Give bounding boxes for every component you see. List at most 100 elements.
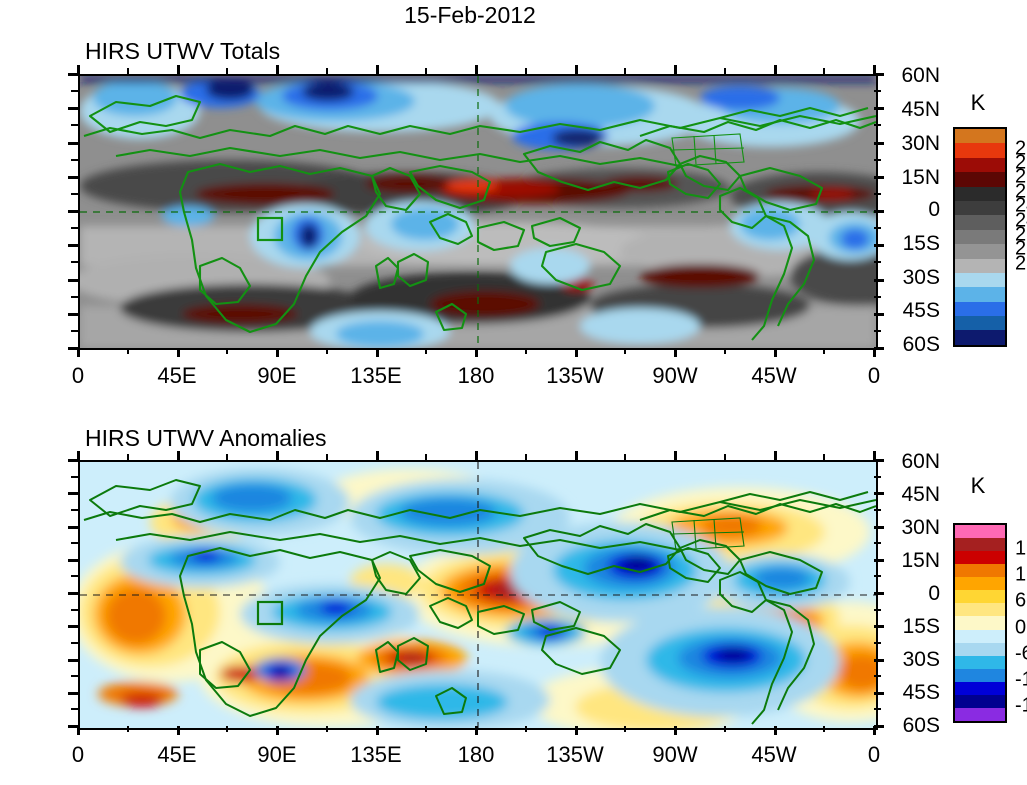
axis-tick [874, 459, 884, 462]
xtick-label: 90E [257, 742, 297, 767]
axis-tick [874, 725, 884, 728]
colorbar-band [955, 200, 1005, 216]
axis-tick [68, 210, 78, 213]
axis-tick [77, 726, 80, 735]
axis-tick [176, 348, 180, 357]
xtick-label: 90W [652, 363, 698, 388]
axis-tick [68, 592, 78, 595]
colorbar-band [955, 603, 1005, 617]
colorbar-tick-label: 254 [1015, 165, 1027, 188]
ytick-label: 15S [902, 615, 940, 638]
colorbar-band [955, 681, 1005, 695]
axis-tick [276, 451, 279, 460]
xtick-label: 135E [350, 742, 402, 767]
axis-tick [68, 347, 78, 350]
axis-tick [71, 329, 78, 332]
colorbar-tick-label: 12 [1015, 563, 1027, 586]
colorbar-tick-label: 242 [1015, 209, 1027, 232]
colorbar-band [955, 525, 1005, 539]
axis-tick [874, 641, 881, 644]
axis-tick [574, 348, 578, 357]
axis-tick [574, 451, 578, 460]
axis-tick [624, 348, 627, 354]
axis-tick [723, 726, 726, 732]
colorbar-unit-anomalies: K [970, 473, 986, 498]
axis-tick [77, 65, 80, 74]
colorbar-tick-label: 258 [1015, 151, 1027, 174]
colorbar-band [955, 143, 1005, 158]
xtick-label: 0 [71, 363, 85, 388]
axis-tick [874, 592, 884, 595]
axis-tick [874, 675, 881, 678]
colorbar-unit-totals: K [970, 90, 986, 115]
axis-tick [874, 141, 884, 145]
colorbar-tick-label: 18 [1015, 537, 1027, 560]
xtick-label: 135W [546, 363, 604, 388]
xtick-label: 135E [350, 363, 402, 388]
colorbar-band [955, 655, 1005, 669]
axis-tick [425, 68, 428, 74]
colorbar-tick-label: 230 [1015, 252, 1027, 275]
axis-tick [773, 451, 777, 460]
axis-tick [723, 348, 726, 354]
axis-tick [874, 625, 884, 629]
axis-tick [475, 348, 478, 357]
colorbar-band [955, 538, 1005, 552]
colorbar-tick-label: 238 [1015, 223, 1027, 246]
axis-tick [874, 347, 884, 350]
xtick-label: 180 [457, 742, 495, 767]
xtick-label: 45W [751, 363, 797, 388]
colorbar-band [955, 287, 1005, 302]
axis-tick [276, 348, 279, 357]
ytick-label: 15N [901, 166, 940, 189]
xtick-label: 90W [652, 742, 698, 767]
axis-tick [874, 210, 884, 213]
axis-tick [71, 227, 78, 230]
ytick-label: 45N [901, 483, 940, 506]
map-anomalies [78, 460, 878, 730]
colorbar-band [955, 215, 1005, 230]
axis-tick [176, 451, 180, 460]
axis-tick [874, 312, 884, 316]
colorbar-band [955, 551, 1005, 565]
colorbar-tick-label: 246 [1015, 194, 1027, 217]
axis-tick [71, 542, 78, 545]
axis-tick [475, 726, 478, 735]
coastlines-anomalies [83, 479, 876, 725]
axis-tick [723, 454, 726, 460]
ytick-label: 0 [928, 582, 940, 605]
colorbar-band [955, 186, 1005, 201]
axis-tick [68, 725, 78, 728]
axis-tick [873, 348, 876, 357]
axis-tick [68, 244, 78, 248]
ytick-label: 60N [901, 64, 940, 87]
colorbar-tick-label: 250 [1015, 180, 1027, 203]
axis-tick [874, 90, 881, 93]
map-totals [78, 74, 878, 350]
axis-tick [874, 525, 884, 529]
axis-tick [475, 451, 478, 460]
axis-tick [226, 348, 229, 354]
axis-tick [68, 175, 78, 179]
axis-tick [823, 68, 826, 74]
ytick-label: 30N [901, 132, 940, 155]
us-state-boundaries-anomalies [671, 517, 745, 551]
axis-tick [68, 73, 78, 76]
axis-tick [874, 708, 881, 711]
axis-tick [375, 65, 379, 74]
xtick-label: 180 [457, 363, 495, 388]
ytick-label: 45S [902, 681, 940, 704]
colorbar-band [955, 590, 1005, 604]
axis-tick [425, 348, 428, 354]
axis-tick [624, 454, 627, 460]
axis-tick [71, 641, 78, 644]
axis-tick [873, 65, 876, 74]
axis-tick [624, 68, 627, 74]
colorbar-band [955, 244, 1005, 259]
axis-tick [71, 708, 78, 711]
axis-tick [226, 726, 229, 732]
axis-tick [126, 726, 129, 732]
axis-tick [126, 348, 129, 354]
axis-tick [71, 295, 78, 298]
colorbar-anomalies-bar [953, 523, 1007, 723]
